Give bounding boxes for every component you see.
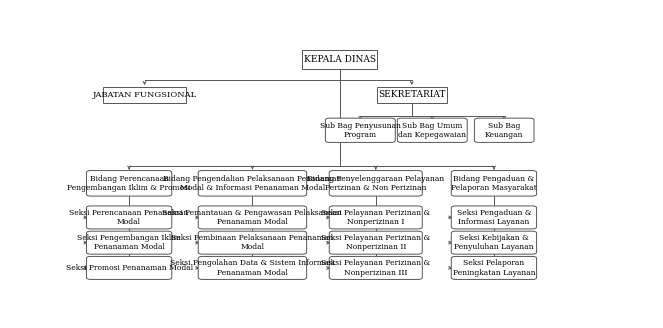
Text: SEKRETARIAT: SEKRETARIAT	[378, 91, 446, 99]
Text: Bidang Pengaduan &
Pelaporan Masyarakat: Bidang Pengaduan & Pelaporan Masyarakat	[451, 175, 537, 192]
FancyBboxPatch shape	[198, 206, 307, 229]
FancyBboxPatch shape	[330, 256, 422, 279]
Text: Bidang Perencanaan
Pengembangan Iklim & Promosi: Bidang Perencanaan Pengembangan Iklim & …	[68, 175, 191, 192]
Text: Seksi Pelayanan Perizinan &
Nonperizinan III: Seksi Pelayanan Perizinan & Nonperizinan…	[321, 259, 430, 277]
FancyBboxPatch shape	[452, 171, 536, 196]
Text: Seksi Pemantauan & Pengawasan Pelaksanaan
Penanaman Modal: Seksi Pemantauan & Pengawasan Pelaksanaa…	[162, 209, 342, 226]
FancyBboxPatch shape	[86, 231, 172, 254]
Text: JABATAN FUNGSIONAL: JABATAN FUNGSIONAL	[92, 91, 197, 99]
Text: Sub Bag Umum
dan Kepegawaian: Sub Bag Umum dan Kepegawaian	[398, 122, 466, 139]
FancyBboxPatch shape	[302, 50, 377, 69]
Text: Seksi Pembinaan Pelaksanaan Penanaman
Modal: Seksi Pembinaan Pelaksanaan Penanaman Mo…	[171, 234, 333, 251]
Text: Seksi Pelaporan
Peningkatan Layanan: Seksi Pelaporan Peningkatan Layanan	[453, 259, 535, 277]
FancyBboxPatch shape	[452, 206, 536, 229]
Text: Seksi Pelayanan Perizinan &
Nonperizinan II: Seksi Pelayanan Perizinan & Nonperizinan…	[321, 234, 430, 251]
FancyBboxPatch shape	[103, 87, 186, 103]
Text: Seksi Pelayanan Perizinan &
Nonperizinan I: Seksi Pelayanan Perizinan & Nonperizinan…	[321, 209, 430, 226]
FancyBboxPatch shape	[86, 171, 172, 196]
FancyBboxPatch shape	[475, 118, 534, 142]
FancyBboxPatch shape	[377, 87, 447, 103]
FancyBboxPatch shape	[198, 231, 307, 254]
FancyBboxPatch shape	[198, 171, 307, 196]
FancyBboxPatch shape	[326, 118, 395, 142]
Text: Seksi Kebijakan &
Penyuluhan Layanan: Seksi Kebijakan & Penyuluhan Layanan	[454, 234, 534, 251]
Text: Sub Bag Penyusunan
Program: Sub Bag Penyusunan Program	[320, 122, 401, 139]
Text: Seksi Pengolahan Data & Sistem Informasi
Penanaman Modal: Seksi Pengolahan Data & Sistem Informasi…	[170, 259, 335, 277]
Text: KEPALA DINAS: KEPALA DINAS	[304, 55, 376, 64]
Text: Bidang Penyelenggaraan Pelayanan
Perizinan & Non Perizinan: Bidang Penyelenggaraan Pelayanan Perizin…	[307, 175, 444, 192]
Text: Seksi Pengembangan Iklim
Penanaman Modal: Seksi Pengembangan Iklim Penanaman Modal	[78, 234, 181, 251]
FancyBboxPatch shape	[198, 256, 307, 279]
Text: Seksi Promosi Penanaman Modal: Seksi Promosi Penanaman Modal	[66, 264, 193, 272]
FancyBboxPatch shape	[86, 206, 172, 229]
FancyBboxPatch shape	[397, 118, 467, 142]
FancyBboxPatch shape	[452, 231, 536, 254]
FancyBboxPatch shape	[86, 256, 172, 279]
Text: Bidang Pengendalian Pelaksanaan Penanaman
Modal & Informasi Penanaman Modal: Bidang Pengendalian Pelaksanaan Penanama…	[163, 175, 341, 192]
FancyBboxPatch shape	[330, 206, 422, 229]
FancyBboxPatch shape	[330, 171, 422, 196]
FancyBboxPatch shape	[330, 231, 422, 254]
Text: Sub Bag
Keuangan: Sub Bag Keuangan	[485, 122, 524, 139]
Text: Seksi Pengaduan &
Informasi Layanan: Seksi Pengaduan & Informasi Layanan	[457, 209, 531, 226]
FancyBboxPatch shape	[452, 256, 536, 279]
Text: Seksi Perencanaan Penanaman
Modal: Seksi Perencanaan Penanaman Modal	[70, 209, 189, 226]
